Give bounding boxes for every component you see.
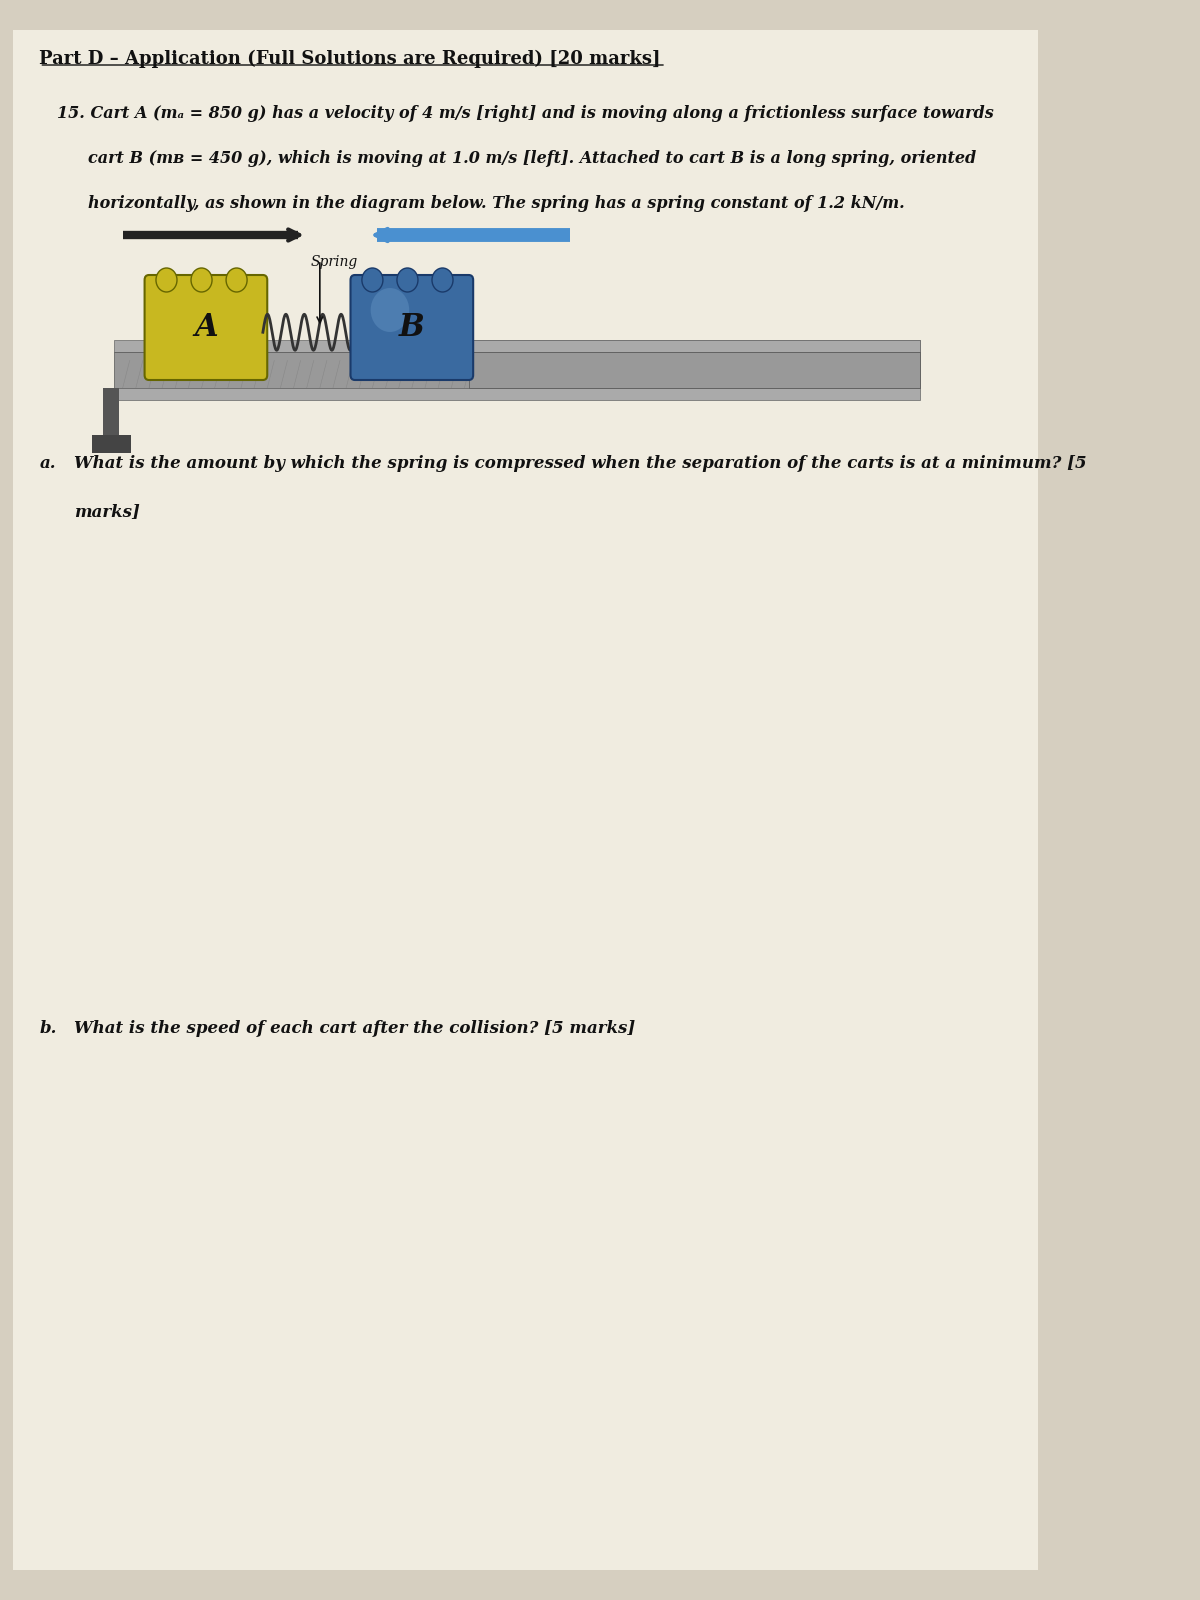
Circle shape bbox=[371, 288, 409, 333]
Text: 15. Cart A (mₐ = 850 g) has a velocity of 4 m/s [right] and is moving along a fr: 15. Cart A (mₐ = 850 g) has a velocity o… bbox=[56, 106, 994, 122]
FancyBboxPatch shape bbox=[13, 30, 1038, 1570]
Text: cart B (mʙ = 450 g), which is moving at 1.0 m/s [left]. Attached to cart B is a : cart B (mʙ = 450 g), which is moving at … bbox=[88, 150, 976, 166]
Text: What is the speed of each cart after the collision? [5 marks]: What is the speed of each cart after the… bbox=[74, 1021, 636, 1037]
Text: b.: b. bbox=[40, 1021, 56, 1037]
Circle shape bbox=[191, 267, 212, 291]
Circle shape bbox=[362, 267, 383, 291]
Text: Spring: Spring bbox=[311, 254, 359, 269]
Bar bbox=[469, 352, 920, 387]
FancyBboxPatch shape bbox=[350, 275, 473, 379]
Text: Part D – Application (Full Solutions are Required) [20 marks]: Part D – Application (Full Solutions are… bbox=[40, 50, 661, 69]
Text: marks]: marks] bbox=[74, 502, 140, 520]
Text: a.: a. bbox=[40, 454, 56, 472]
Bar bbox=[114, 387, 920, 400]
Text: horizontally, as shown in the diagram below. The spring has a spring constant of: horizontally, as shown in the diagram be… bbox=[88, 195, 905, 211]
Text: What is the amount by which the spring is compressed when the separation of the : What is the amount by which the spring i… bbox=[74, 454, 1087, 472]
Circle shape bbox=[156, 267, 178, 291]
Bar bbox=[114, 352, 920, 387]
Text: B: B bbox=[398, 312, 425, 342]
Bar bbox=[92, 435, 132, 453]
Bar bbox=[114, 341, 920, 352]
Bar bbox=[103, 387, 119, 438]
FancyBboxPatch shape bbox=[144, 275, 268, 379]
Circle shape bbox=[397, 267, 418, 291]
Circle shape bbox=[432, 267, 454, 291]
Circle shape bbox=[226, 267, 247, 291]
Text: A: A bbox=[194, 312, 217, 342]
Bar bbox=[469, 341, 920, 352]
